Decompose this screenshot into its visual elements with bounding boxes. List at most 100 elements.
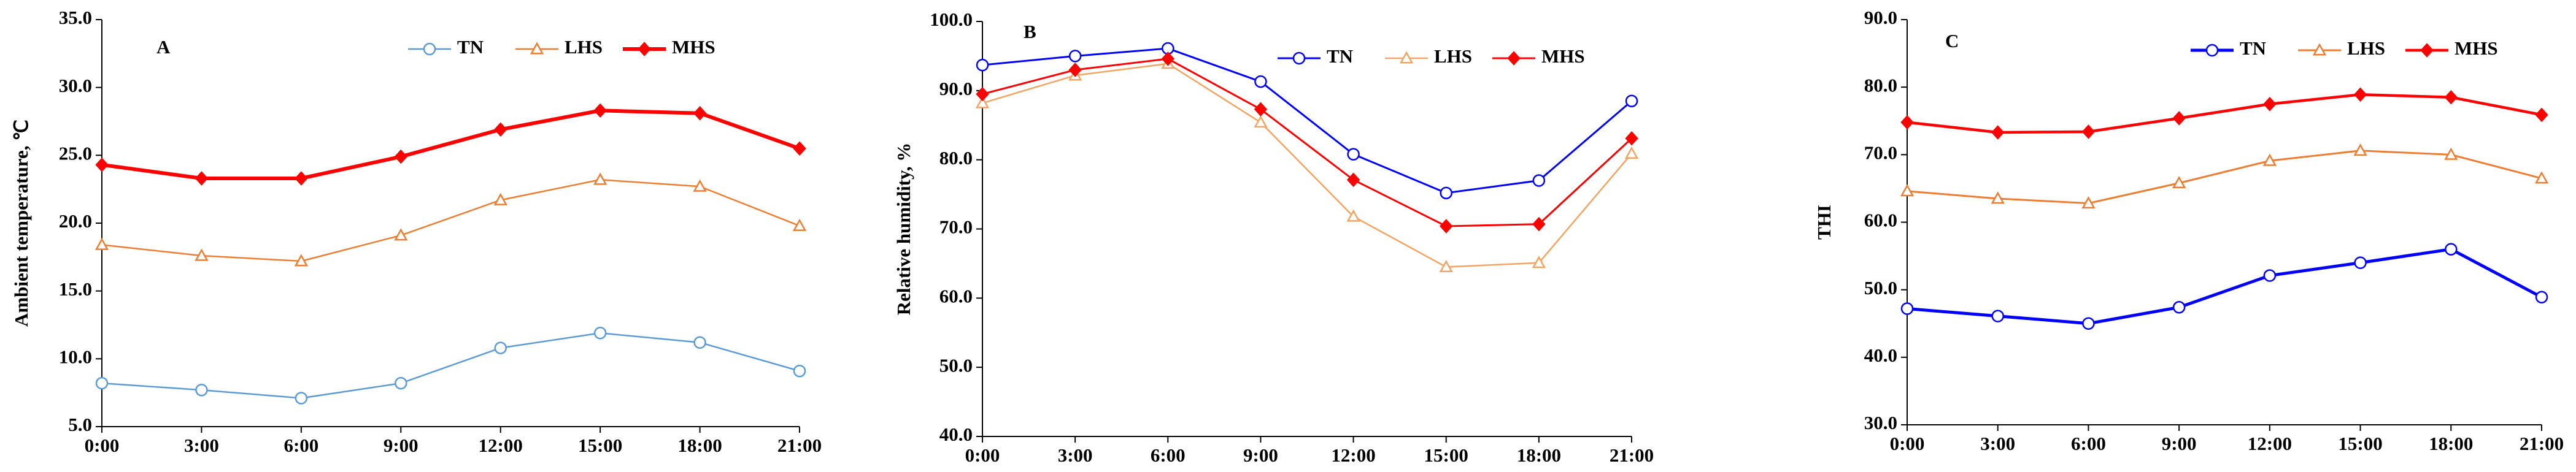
marker bbox=[2081, 124, 2096, 139]
y-tick-label: 35.0 bbox=[59, 7, 92, 28]
marker bbox=[2082, 317, 2095, 330]
legend-marker bbox=[423, 42, 436, 56]
x-tick-label: 18:00 bbox=[2429, 433, 2473, 454]
marker bbox=[395, 376, 407, 390]
y-tick-label: 40.0 bbox=[1864, 344, 1897, 366]
marker bbox=[2535, 291, 2548, 304]
marker bbox=[95, 376, 109, 390]
y-axis-label: THI bbox=[1813, 205, 1835, 240]
marker bbox=[593, 172, 607, 185]
series-line bbox=[982, 63, 1632, 268]
marker bbox=[1991, 125, 2005, 140]
y-tick-label: 20.0 bbox=[59, 210, 92, 232]
legend-marker bbox=[530, 42, 544, 55]
x-tick-label: 9:00 bbox=[1243, 444, 1278, 466]
x-tick-label: 6:00 bbox=[283, 435, 318, 456]
marker bbox=[693, 179, 707, 192]
marker bbox=[793, 365, 806, 378]
x-tick-label: 3:00 bbox=[184, 435, 219, 456]
series-line bbox=[101, 108, 801, 180]
marker bbox=[394, 149, 407, 164]
y-tick-label: 40.0 bbox=[939, 424, 973, 445]
y-tick-label: 10.0 bbox=[59, 346, 92, 367]
marker bbox=[494, 341, 507, 354]
legend-marker bbox=[638, 42, 651, 56]
legend-marker bbox=[2420, 43, 2434, 58]
x-tick-label: 12:00 bbox=[2248, 433, 2292, 454]
marker bbox=[2081, 196, 2096, 209]
y-axis-label: Ambient temperature, ℃ bbox=[10, 120, 32, 327]
y-tick-label: 50.0 bbox=[1864, 277, 1897, 299]
x-tick-label: 18:00 bbox=[1517, 444, 1561, 466]
series-line bbox=[101, 178, 800, 262]
marker bbox=[793, 141, 806, 156]
marker bbox=[294, 254, 308, 267]
y-axis-label: Relative humidity, % bbox=[893, 143, 914, 316]
x-tick-label: 6:00 bbox=[1151, 444, 1186, 466]
marker bbox=[2262, 153, 2277, 166]
y-tick-label: 100.0 bbox=[930, 9, 973, 30]
marker bbox=[494, 122, 507, 137]
marker bbox=[95, 158, 109, 172]
marker bbox=[1900, 184, 1915, 197]
marker bbox=[976, 58, 989, 72]
marker bbox=[493, 192, 507, 205]
marker bbox=[94, 237, 109, 250]
marker bbox=[1346, 172, 1360, 188]
marker bbox=[1440, 186, 1452, 200]
y-tick-label: 80.0 bbox=[939, 147, 973, 169]
x-tick-label: 12:00 bbox=[1331, 444, 1375, 466]
line-chart: 30.0 40.0 50.0 60.0 70.0 80.0 90.0 0:00 3:00 6:00… bbox=[1813, 7, 2564, 454]
marker bbox=[976, 86, 989, 102]
marker bbox=[2353, 87, 2367, 102]
panel-label: A bbox=[156, 36, 171, 58]
y-tick-label: 5.0 bbox=[68, 414, 92, 435]
marker bbox=[1624, 146, 1639, 159]
marker bbox=[195, 383, 208, 397]
marker bbox=[195, 171, 209, 186]
x-tick-label: 18:00 bbox=[677, 435, 722, 456]
marker bbox=[1068, 63, 1082, 77]
legend-marker bbox=[1507, 51, 1521, 66]
marker bbox=[593, 103, 607, 118]
x-tick-label: 21:00 bbox=[1610, 444, 1654, 466]
x-tick-label: 0:00 bbox=[1890, 433, 1925, 454]
x-tick-label: 0:00 bbox=[85, 435, 120, 456]
marker bbox=[1068, 50, 1082, 63]
legend-label: TN bbox=[2240, 37, 2266, 59]
marker bbox=[195, 248, 209, 261]
y-tick-label: 80.0 bbox=[1864, 74, 1897, 96]
x-tick-label: 3:00 bbox=[1058, 444, 1093, 466]
marker bbox=[593, 327, 607, 340]
marker bbox=[975, 96, 990, 108]
panel-label: B bbox=[1024, 21, 1036, 42]
marker bbox=[2444, 89, 2458, 105]
x-tick-label: 15:00 bbox=[2338, 433, 2382, 454]
marker bbox=[2172, 301, 2186, 314]
y-tick-label: 70.0 bbox=[1864, 142, 1897, 163]
y-tick-label: 60.0 bbox=[1864, 210, 1897, 231]
x-tick-label: 9:00 bbox=[2162, 433, 2197, 454]
y-tick-label: 50.0 bbox=[939, 354, 973, 376]
marker bbox=[1900, 302, 1914, 315]
marker bbox=[1347, 148, 1360, 161]
legend-marker bbox=[2205, 44, 2219, 57]
marker bbox=[1440, 219, 1453, 234]
y-tick-label: 25.0 bbox=[59, 142, 92, 164]
marker bbox=[1439, 259, 1453, 273]
y-tick-label: 90.0 bbox=[1864, 7, 1897, 28]
marker bbox=[394, 228, 408, 241]
x-tick-label: 9:00 bbox=[384, 435, 418, 456]
y-tick-label: 30.0 bbox=[59, 75, 92, 96]
series-line bbox=[1907, 93, 2542, 134]
marker bbox=[792, 218, 807, 231]
legend-label: TN bbox=[457, 36, 484, 58]
y-tick-label: 70.0 bbox=[939, 216, 973, 238]
marker bbox=[1254, 75, 1267, 88]
marker bbox=[2263, 96, 2277, 112]
x-tick-label: 15:00 bbox=[1424, 444, 1468, 466]
marker bbox=[1254, 115, 1268, 128]
x-tick-label: 0:00 bbox=[965, 444, 1000, 466]
x-tick-label: 3:00 bbox=[1980, 433, 2015, 454]
